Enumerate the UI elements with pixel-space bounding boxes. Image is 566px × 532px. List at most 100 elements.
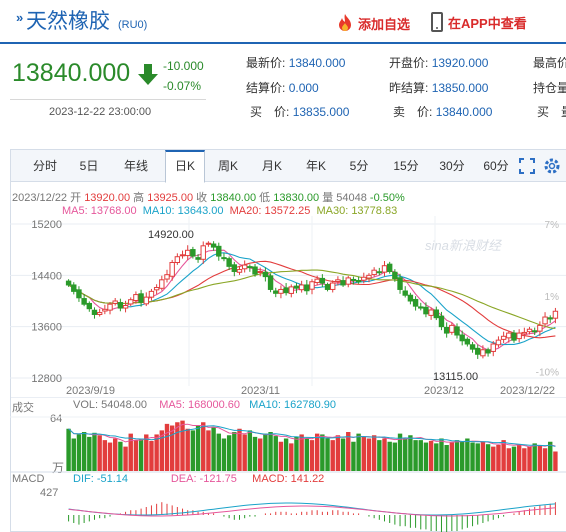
volume-chart[interactable] (0, 413, 566, 473)
volume-bar (449, 442, 455, 471)
volume-bar (304, 438, 310, 471)
settings-icon[interactable] (543, 157, 561, 175)
volume-bar (465, 438, 470, 471)
open-app-label: 在APP中查看 (448, 15, 527, 31)
candle-up (490, 343, 496, 352)
volume-bar (66, 428, 71, 471)
volume-bar (247, 430, 253, 471)
candle-up (500, 335, 507, 340)
candle-down (138, 293, 144, 303)
candle-down (418, 306, 424, 309)
tab-month-k[interactable]: 月K (261, 159, 282, 173)
volume-bar (185, 428, 190, 471)
y-tick-label: 15200 (31, 219, 62, 231)
candle-up (164, 274, 170, 280)
volume-bar (164, 423, 170, 471)
candle-down (262, 271, 269, 278)
candlestick-chart[interactable]: 15200 14400 13600 12800 7% 1% -10% sina新浪财经 1492… (0, 216, 566, 398)
volume-bar (252, 436, 258, 471)
down-arrow-icon (138, 64, 158, 85)
volume-bar (428, 440, 434, 471)
x-tick-label: 2023/12 (424, 385, 464, 397)
tab-year-line[interactable]: 年线 (123, 159, 148, 173)
volume-bar (470, 442, 475, 471)
volume-bar (522, 448, 527, 471)
candle-up (241, 264, 248, 270)
macd-title: MACD (12, 473, 45, 485)
tab-5min[interactable]: 5分 (349, 159, 369, 173)
divider (10, 99, 206, 100)
y-tick-right-label: -10% (536, 368, 559, 379)
candle-down (438, 315, 445, 328)
candle-down (547, 317, 553, 320)
volume-bar (371, 435, 377, 471)
candle-down (81, 298, 87, 305)
candle-up (366, 274, 372, 279)
x-tick-label: 2023/12/22 (500, 385, 555, 397)
tab-year-k[interactable]: 年K (305, 159, 326, 173)
instrument-name: 天然橡胶 (26, 9, 110, 33)
candle-up (335, 279, 341, 282)
candle-up (537, 324, 543, 332)
tab-day-k[interactable]: 日K (165, 150, 205, 183)
candle-up (122, 304, 129, 309)
tab-30min[interactable]: 30分 (439, 159, 465, 173)
field-ask: 卖 价: 13840.000 (393, 105, 493, 119)
vol-ma10-line (68, 425, 556, 447)
candle-up (128, 299, 134, 305)
volume-bar (413, 440, 418, 471)
volume-bar (278, 441, 284, 471)
y-tick-label: 14400 (31, 270, 62, 282)
candle-down (231, 264, 238, 272)
field-bid-volume: 买 量 (537, 105, 566, 119)
volume-bar (475, 443, 480, 471)
volume-bar (92, 432, 97, 471)
volume-bar (216, 433, 221, 471)
fullscreen-icon[interactable] (519, 158, 535, 174)
volume-bar (102, 440, 108, 471)
candle-down (91, 309, 98, 315)
tab-5day[interactable]: 5日 (79, 159, 99, 173)
candle-down (423, 306, 429, 315)
last-price: 13840.000 (12, 59, 131, 87)
field-settle: 结算价: 0.000 (246, 81, 319, 95)
macd-top-tick: 427 (40, 487, 59, 499)
candle-up (361, 276, 367, 281)
candle-down (511, 332, 517, 341)
tab-week-k[interactable]: 周K (217, 159, 238, 173)
add-favorite-label: 添加自选 (358, 16, 411, 32)
volume-bar (439, 438, 444, 471)
candle-down (531, 330, 538, 333)
volume-bar (382, 438, 387, 471)
candle-up (516, 332, 522, 340)
volume-bar (97, 435, 102, 471)
tab-60min[interactable]: 60分 (483, 159, 509, 173)
volume-bar (392, 442, 398, 471)
volume-bar (237, 428, 242, 471)
macd-chart[interactable] (0, 487, 566, 532)
open-app-button[interactable]: 在APP中查看 (431, 11, 527, 33)
candle-down (293, 285, 300, 289)
candle-down (86, 302, 93, 310)
volume-bar (408, 435, 413, 471)
volume-bar (294, 436, 299, 471)
field-open-interest: 持仓量 (533, 81, 566, 95)
add-favorite-button[interactable]: 添加自选 (336, 12, 410, 34)
volume-bar (128, 433, 133, 471)
candle-down (65, 280, 72, 286)
min-price-label: 13115.00 (433, 371, 478, 383)
candle-down (412, 298, 419, 307)
volume-bar (418, 440, 423, 471)
candle-down (454, 326, 460, 336)
candle-down (386, 263, 393, 272)
tab-15min[interactable]: 15分 (393, 159, 419, 173)
volume-bar (516, 444, 522, 471)
dif-value: DIF: -51.14 (73, 473, 129, 485)
volume-bar (366, 438, 372, 471)
candle-up (495, 339, 502, 346)
volume-bar (434, 443, 439, 471)
candle-down (247, 266, 253, 269)
volume-bar (273, 436, 278, 471)
tab-minute[interactable]: 分时 (32, 159, 57, 173)
candle-down (350, 278, 357, 281)
